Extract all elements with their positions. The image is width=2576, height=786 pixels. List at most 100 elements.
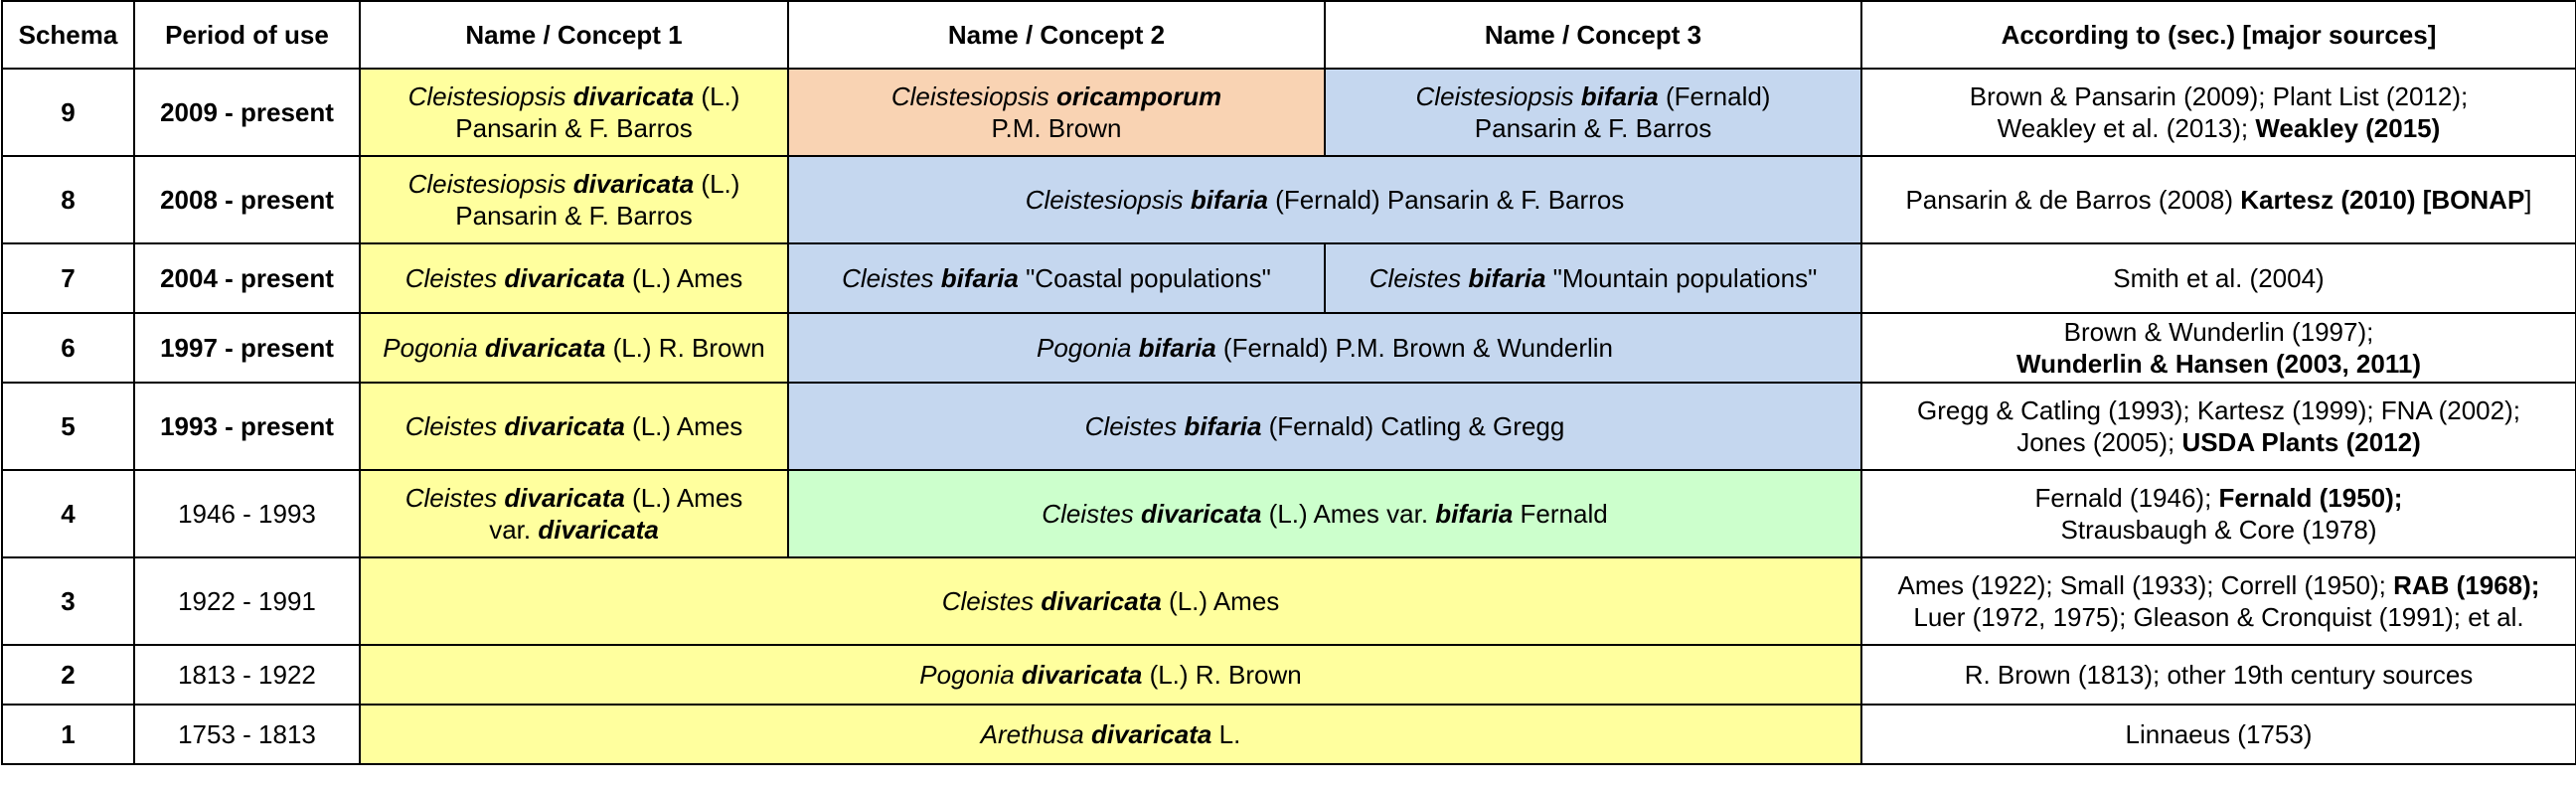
author: (Fernald) xyxy=(1665,81,1771,111)
header-concept-1: Name / Concept 1 xyxy=(359,0,789,70)
concept-3-cell: Cleistesiopsis bifaria (Fernald) Pansari… xyxy=(1324,68,1862,157)
population-note: "Mountain populations" xyxy=(1552,263,1818,293)
author: (Fernald) Catling & Gregg xyxy=(1268,411,1565,441)
header-sources: According to (sec.) [major sources] xyxy=(1860,0,2576,70)
var-label: var. xyxy=(489,515,532,545)
concept-2-cell: Cleistesiopsis oricamporum P.M. Brown xyxy=(787,68,1326,157)
concept-2-cell: Cleistes bifaria "Coastal populations" xyxy=(787,242,1326,314)
concept-1-cell: Cleistes divaricata (L.) Ames xyxy=(359,242,789,314)
author: (Fernald) Pansarin & F. Barros xyxy=(1275,185,1625,215)
source-line: Strausbaugh & Core (1978) xyxy=(2060,515,2377,545)
author: (L.) xyxy=(701,81,740,111)
genus: Cleistes xyxy=(1084,411,1178,441)
author-line: P.M. Brown xyxy=(991,113,1122,143)
epithet: divaricata xyxy=(1090,719,1212,749)
major-source: Weakley (2015) xyxy=(2255,113,2441,143)
author-line: Pansarin & F. Barros xyxy=(455,113,693,143)
taxonomy-schema-table: Schema Period of use Name / Concept 1 Na… xyxy=(1,0,2576,765)
genus: Pogonia xyxy=(1036,333,1132,363)
schema-cell: 2 xyxy=(1,644,135,706)
source-line: Luer (1972, 1975); Gleason & Cronquist (… xyxy=(1913,602,2524,632)
epithet: divaricata xyxy=(504,411,625,441)
concept-1-2-3-cell: Cleistes divaricata (L.) Ames xyxy=(359,556,1862,646)
header-concept-2: Name / Concept 2 xyxy=(787,0,1326,70)
period-cell: 1922 - 1991 xyxy=(133,556,361,646)
epithet: divaricata xyxy=(504,483,625,513)
author-line: Pansarin & F. Barros xyxy=(1474,113,1712,143)
epithet: oricamporum xyxy=(1056,81,1222,111)
concept-2-3-cell: Cleistes bifaria (Fernald) Catling & Gre… xyxy=(787,382,1862,471)
period-cell: 1813 - 1922 xyxy=(133,644,361,706)
genus: Cleistesiopsis xyxy=(890,81,1049,111)
genus: Cleistesiopsis xyxy=(1025,185,1184,215)
source-text: Pansarin & de Barros (2008) xyxy=(1905,185,2241,215)
concept-1-cell: Cleistes divaricata (L.) Ames xyxy=(359,382,789,471)
genus: Cleistes xyxy=(1042,499,1134,529)
genus: Cleistes xyxy=(941,586,1035,616)
schema-cell: 3 xyxy=(1,556,135,646)
header-concept-3: Name / Concept 3 xyxy=(1324,0,1862,70)
period-cell: 2004 - present xyxy=(133,242,361,314)
period-cell: 1997 - present xyxy=(133,312,361,384)
header-schema: Schema xyxy=(1,0,135,70)
period-cell: 2009 - present xyxy=(133,68,361,157)
sources-cell: Smith et al. (2004) xyxy=(1860,242,2576,314)
table-row-schema-1: 1 1753 - 1813 Arethusa divaricata L. Lin… xyxy=(1,704,2576,765)
genus: Arethusa xyxy=(980,719,1084,749)
source-line: Brown & Wunderlin (1997); xyxy=(2063,317,2374,347)
genus: Cleistes xyxy=(404,483,498,513)
sources-cell: Gregg & Catling (1993); Kartesz (1999); … xyxy=(1860,382,2576,471)
header-period: Period of use xyxy=(133,0,361,70)
epithet: divaricata xyxy=(484,333,606,363)
table-row-schema-8: 8 2008 - present Cleistesiopsis divarica… xyxy=(1,155,2576,244)
schema-cell: 9 xyxy=(1,68,135,157)
concept-1-2-3-cell: Arethusa divaricata L. xyxy=(359,704,1862,765)
population-note: "Coastal populations" xyxy=(1026,263,1271,293)
schema-cell: 7 xyxy=(1,242,135,314)
concept-3-cell: Cleistes bifaria "Mountain populations" xyxy=(1324,242,1862,314)
table-row-schema-7: 7 2004 - present Cleistes divaricata (L.… xyxy=(1,242,2576,314)
concept-1-cell: Pogonia divaricata (L.) R. Brown xyxy=(359,312,789,384)
author: (L.) Ames var. xyxy=(1268,499,1429,529)
table-row-schema-5: 5 1993 - present Cleistes divaricata (L.… xyxy=(1,382,2576,471)
genus: Cleistesiopsis xyxy=(407,169,566,199)
epithet: bifaria xyxy=(940,263,1019,293)
epithet: bifaria xyxy=(1580,81,1659,111)
sources-cell: Brown & Wunderlin (1997); Wunderlin & Ha… xyxy=(1860,312,2576,384)
sources-cell: Ames (1922); Small (1933); Correll (1950… xyxy=(1860,556,2576,646)
variety-name: divaricata xyxy=(538,515,659,545)
schema-cell: 6 xyxy=(1,312,135,384)
concept-1-2-3-cell: Pogonia divaricata (L.) R. Brown xyxy=(359,644,1862,706)
period-cell: 1753 - 1813 xyxy=(133,704,361,765)
source-text: Fernald (1946); xyxy=(2034,483,2219,513)
source-text: Jones (2005); xyxy=(2016,427,2182,457)
epithet: bifaria xyxy=(1184,411,1262,441)
epithet: divaricata xyxy=(572,169,695,199)
author: L. xyxy=(1218,719,1241,749)
period-cell: 2008 - present xyxy=(133,155,361,244)
genus: Cleistes xyxy=(1368,263,1462,293)
schema-cell: 1 xyxy=(1,704,135,765)
genus: Cleistes xyxy=(404,263,498,293)
author: (L.) Ames xyxy=(632,483,743,513)
genus: Pogonia xyxy=(919,660,1015,690)
concept-1-cell: Cleistesiopsis divaricata (L.) Pansarin … xyxy=(359,68,789,157)
epithet: bifaria xyxy=(1468,263,1546,293)
sources-cell: Pansarin & de Barros (2008) Kartesz (201… xyxy=(1860,155,2576,244)
genus: Cleistes xyxy=(842,263,934,293)
schema-cell: 5 xyxy=(1,382,135,471)
genus: Cleistesiopsis xyxy=(1415,81,1574,111)
author: (L.) Ames xyxy=(632,263,743,293)
major-source: USDA Plants (2012) xyxy=(2181,427,2421,457)
major-source: Fernald (1950); xyxy=(2218,483,2403,513)
source-text: Weakley et al. (2013); xyxy=(1997,113,2256,143)
genus: Cleistesiopsis xyxy=(407,81,566,111)
table-row-schema-9: 9 2009 - present Cleistesiopsis divarica… xyxy=(1,68,2576,157)
variety-line: var. divaricata xyxy=(369,514,779,546)
author-line: Pansarin & F. Barros xyxy=(455,201,693,231)
epithet: divaricata xyxy=(572,81,695,111)
epithet: bifaria xyxy=(1190,185,1268,215)
sources-cell: R. Brown (1813); other 19th century sour… xyxy=(1860,644,2576,706)
source-line: Brown & Pansarin (2009); Plant List (201… xyxy=(1969,81,2469,111)
concept-2-3-cell: Cleistesiopsis bifaria (Fernald) Pansari… xyxy=(787,155,1862,244)
